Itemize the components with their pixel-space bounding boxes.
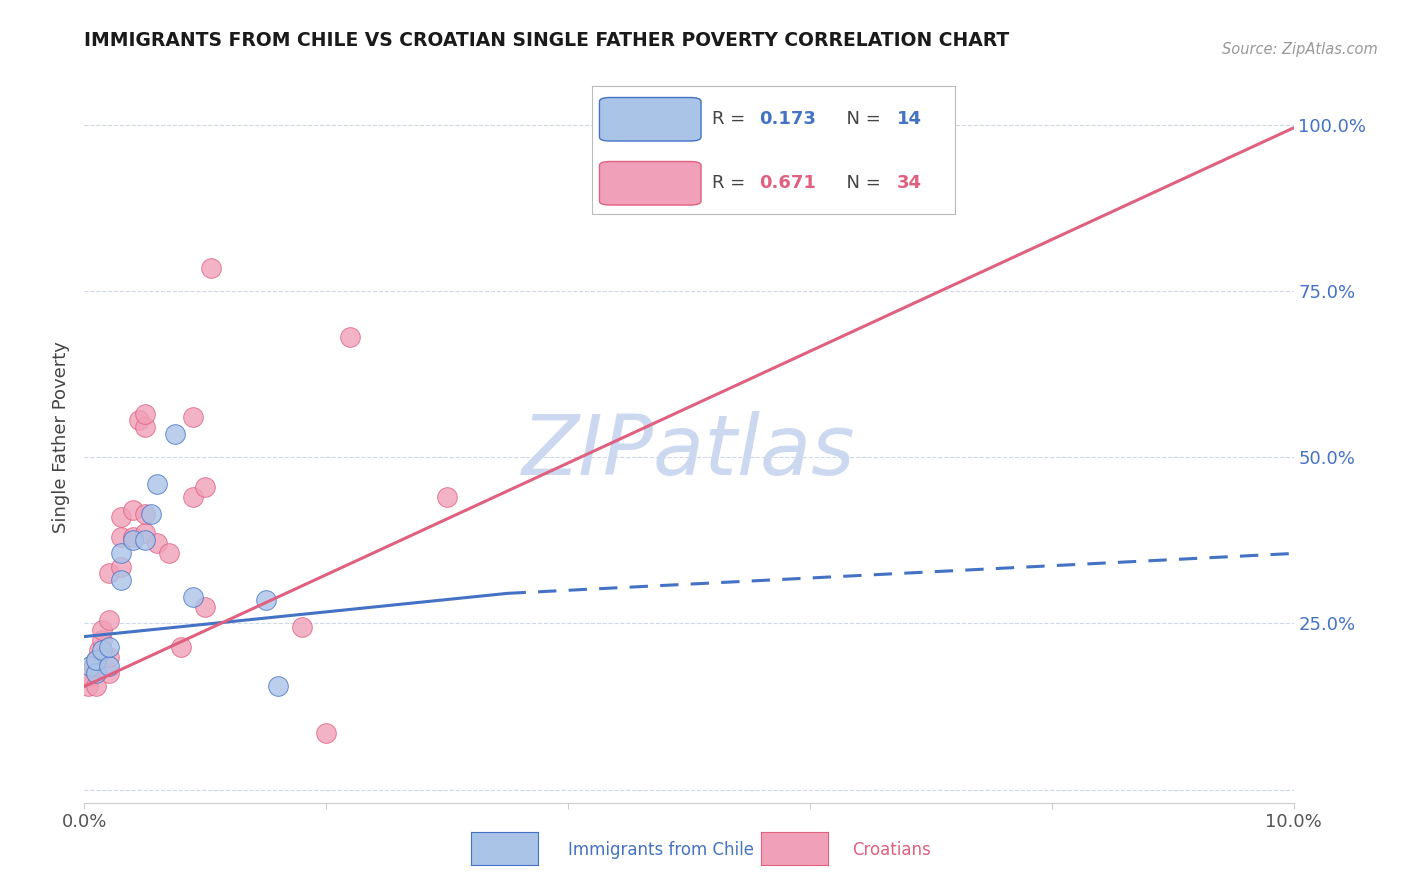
- Point: [86, 653, 108, 667]
- Point: [128, 413, 150, 427]
- Point: [79, 659, 101, 673]
- Point: [134, 407, 156, 421]
- Point: [139, 507, 162, 521]
- Point: [91, 632, 114, 647]
- Point: [77, 680, 100, 694]
- Point: [200, 260, 222, 275]
- Point: [146, 536, 169, 550]
- Point: [87, 643, 110, 657]
- Point: [97, 649, 120, 664]
- Point: [134, 533, 156, 548]
- Point: [97, 640, 120, 654]
- Point: [91, 623, 114, 637]
- Point: [110, 530, 132, 544]
- Point: [146, 476, 169, 491]
- Point: [97, 666, 120, 681]
- Point: [86, 666, 108, 681]
- Text: Source: ZipAtlas.com: Source: ZipAtlas.com: [1222, 42, 1378, 57]
- Y-axis label: Single Father Poverty: Single Father Poverty: [52, 341, 70, 533]
- Point: [134, 420, 156, 434]
- Text: IMMIGRANTS FROM CHILE VS CROATIAN SINGLE FATHER POVERTY CORRELATION CHART: IMMIGRANTS FROM CHILE VS CROATIAN SINGLE…: [84, 31, 1010, 50]
- Point: [181, 490, 204, 504]
- Point: [91, 643, 114, 657]
- Point: [181, 590, 204, 604]
- Point: [267, 680, 290, 694]
- Point: [97, 613, 120, 627]
- Text: Immigrants from Chile: Immigrants from Chile: [568, 841, 754, 859]
- Point: [315, 726, 337, 740]
- Point: [121, 530, 143, 544]
- Point: [110, 509, 132, 524]
- Text: Croatians: Croatians: [852, 841, 931, 859]
- Point: [110, 573, 132, 587]
- Text: ZIPatlas: ZIPatlas: [522, 411, 856, 492]
- Point: [79, 669, 101, 683]
- Point: [121, 503, 143, 517]
- Point: [110, 546, 132, 560]
- Point: [110, 559, 132, 574]
- Point: [339, 330, 361, 344]
- Point: [291, 619, 314, 633]
- Point: [157, 546, 180, 560]
- Point: [194, 480, 217, 494]
- Point: [97, 566, 120, 581]
- Point: [86, 680, 108, 694]
- Point: [436, 490, 458, 504]
- Point: [170, 640, 193, 654]
- Point: [83, 659, 105, 673]
- Point: [194, 599, 217, 614]
- Point: [254, 593, 277, 607]
- Point: [121, 533, 143, 548]
- Point: [86, 653, 108, 667]
- Point: [165, 426, 187, 441]
- Point: [97, 659, 120, 673]
- Point: [181, 410, 204, 425]
- Point: [134, 507, 156, 521]
- Point: [134, 526, 156, 541]
